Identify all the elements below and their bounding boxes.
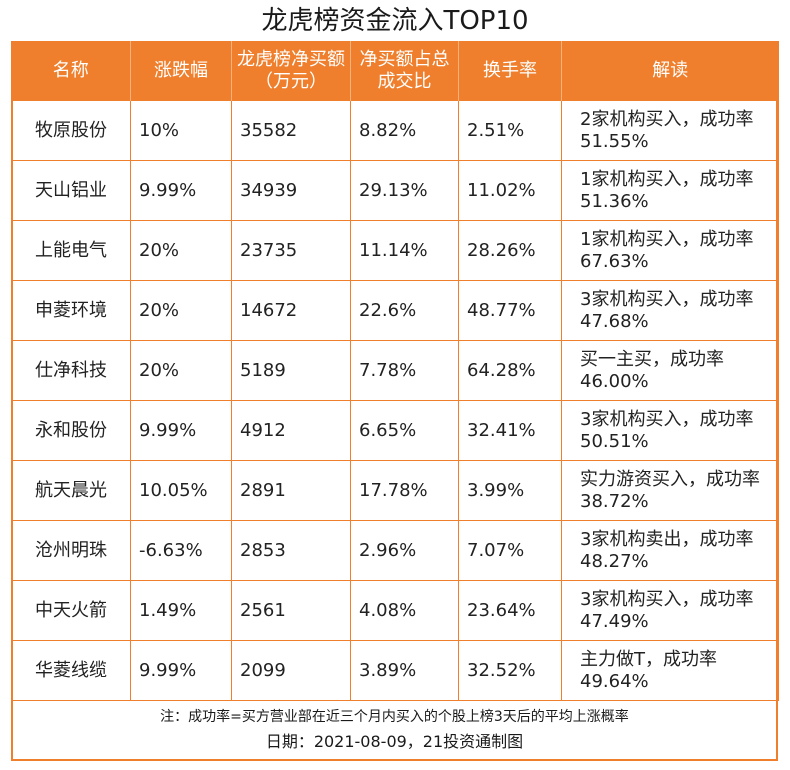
- cell-change: -6.63%: [130, 520, 232, 581]
- cell-reason: 3家机构买入，成功率47.49%: [561, 580, 779, 641]
- cell-net-buy-ratio: 7.78%: [350, 340, 459, 401]
- cell-net-buy: 4912: [231, 400, 351, 461]
- cell-name: 仕净科技: [11, 340, 131, 401]
- cell-net-buy: 2099: [231, 640, 351, 701]
- cell-reason: 3家机构买入，成功率50.51%: [561, 400, 779, 461]
- cell-net-buy-ratio: 3.89%: [350, 640, 459, 701]
- cell-change: 10.05%: [130, 460, 232, 521]
- table-row: 仕净科技 20% 5189 7.78% 64.28% 买一主买，成功率46.00%: [11, 340, 779, 401]
- table-row: 天山铝业 9.99% 34939 29.13% 11.02% 1家机构买入，成功率51.3…: [11, 160, 779, 221]
- cell-net-buy-ratio: 17.78%: [350, 460, 459, 521]
- cell-name: 永和股份: [11, 400, 131, 461]
- table-row: 华菱线缆 9.99% 2099 3.89% 32.52% 主力做T，成功率49.64%: [11, 640, 779, 701]
- cell-net-buy-ratio: 4.08%: [350, 580, 459, 641]
- cell-net-buy: 23735: [231, 220, 351, 281]
- table-row: 中天火箭 1.49% 2561 4.08% 23.64% 3家机构买入，成功率47.49%: [11, 580, 779, 641]
- cell-turnover: 28.26%: [458, 220, 562, 281]
- cell-net-buy-ratio: 6.65%: [350, 400, 459, 461]
- cell-net-buy: 5189: [231, 340, 351, 401]
- cell-net-buy-ratio: 22.6%: [350, 280, 459, 341]
- column-header: 涨跌幅: [130, 41, 232, 101]
- cell-name: 中天火箭: [11, 580, 131, 641]
- column-header: 净买额占总成交比: [350, 41, 459, 101]
- cell-net-buy: 2561: [231, 580, 351, 641]
- cell-reason: 买一主买，成功率46.00%: [561, 340, 779, 401]
- column-header: 解读: [561, 41, 779, 101]
- cell-reason: 2家机构买入，成功率51.55%: [561, 100, 779, 161]
- table-body: 牧原股份 10% 35582 8.82% 2.51% 2家机构买入，成功率51.55% 天山…: [11, 100, 779, 701]
- table-row: 牧原股份 10% 35582 8.82% 2.51% 2家机构买入，成功率51.55%: [11, 100, 779, 161]
- cell-reason: 3家机构卖出，成功率48.27%: [561, 520, 779, 581]
- cell-change: 20%: [130, 340, 232, 401]
- cell-net-buy: 2891: [231, 460, 351, 521]
- cell-change: 9.99%: [130, 160, 232, 221]
- chart-title: 龙虎榜资金流入TOP10: [261, 6, 529, 36]
- cell-turnover: 23.64%: [458, 580, 562, 641]
- cell-net-buy: 14672: [231, 280, 351, 341]
- cell-change: 20%: [130, 220, 232, 281]
- table-row: 沧州明珠 -6.63% 2853 2.96% 7.07% 3家机构卖出，成功率48.27%: [11, 520, 779, 581]
- cell-name: 天山铝业: [11, 160, 131, 221]
- cell-name: 上能电气: [11, 220, 131, 281]
- date-source: 日期：2021-08-09，21投资通制图: [265, 732, 524, 751]
- cell-name: 牧原股份: [11, 100, 131, 161]
- table-row: 上能电气 20% 23735 11.14% 28.26% 1家机构买入，成功率67.63%: [11, 220, 779, 281]
- cell-net-buy-ratio: 11.14%: [350, 220, 459, 281]
- cell-net-buy-ratio: 2.96%: [350, 520, 459, 581]
- cell-reason: 主力做T，成功率49.64%: [561, 640, 779, 701]
- cell-net-buy-ratio: 8.82%: [350, 100, 459, 161]
- cell-net-buy: 35582: [231, 100, 351, 161]
- cell-turnover: 64.28%: [458, 340, 562, 401]
- cell-reason: 1家机构买入，成功率67.63%: [561, 220, 779, 281]
- cell-turnover: 48.77%: [458, 280, 562, 341]
- cell-name: 申菱环境: [11, 280, 131, 341]
- column-header: 名称: [11, 41, 131, 101]
- cell-turnover: 32.41%: [458, 400, 562, 461]
- cell-reason: 3家机构买入，成功率47.68%: [561, 280, 779, 341]
- cell-name: 华菱线缆: [11, 640, 131, 701]
- table-row: 申菱环境 20% 14672 22.6% 48.77% 3家机构买入，成功率47.68%: [11, 280, 779, 341]
- cell-name: 航天晨光: [11, 460, 131, 521]
- cell-reason: 1家机构买入，成功率51.36%: [561, 160, 779, 221]
- cell-net-buy-ratio: 29.13%: [350, 160, 459, 221]
- data-table: 名称 涨跌幅 龙虎榜净买额（万元） 净买额占总成交比 换手率 解读 牧原股份 10% 3558…: [11, 41, 779, 701]
- cell-turnover: 11.02%: [458, 160, 562, 221]
- cell-net-buy: 2853: [231, 520, 351, 581]
- cell-change: 20%: [130, 280, 232, 341]
- cell-turnover: 3.99%: [458, 460, 562, 521]
- table-row: 永和股份 9.99% 4912 6.65% 32.41% 3家机构买入，成功率50.51%: [11, 400, 779, 461]
- header-row: 名称 涨跌幅 龙虎榜净买额（万元） 净买额占总成交比 换手率 解读: [11, 41, 779, 101]
- cell-change: 10%: [130, 100, 232, 161]
- cell-change: 1.49%: [130, 580, 232, 641]
- cell-reason: 实力游资买入，成功率38.72%: [561, 460, 779, 521]
- cell-turnover: 32.52%: [458, 640, 562, 701]
- cell-net-buy: 34939: [231, 160, 351, 221]
- column-header: 换手率: [458, 41, 562, 101]
- footnote: 注：成功率=买方营业部在近三个月内买入的个股上榜3天后的平均上涨概率: [160, 709, 629, 725]
- cell-change: 9.99%: [130, 640, 232, 701]
- cell-change: 9.99%: [130, 400, 232, 461]
- cell-name: 沧州明珠: [11, 520, 131, 581]
- cell-turnover: 2.51%: [458, 100, 562, 161]
- table-row: 航天晨光 10.05% 2891 17.78% 3.99% 实力游资买入，成功率38.72…: [11, 460, 779, 521]
- column-header: 龙虎榜净买额（万元）: [231, 41, 351, 101]
- table-header: 名称 涨跌幅 龙虎榜净买额（万元） 净买额占总成交比 换手率 解读: [11, 41, 779, 101]
- cell-turnover: 7.07%: [458, 520, 562, 581]
